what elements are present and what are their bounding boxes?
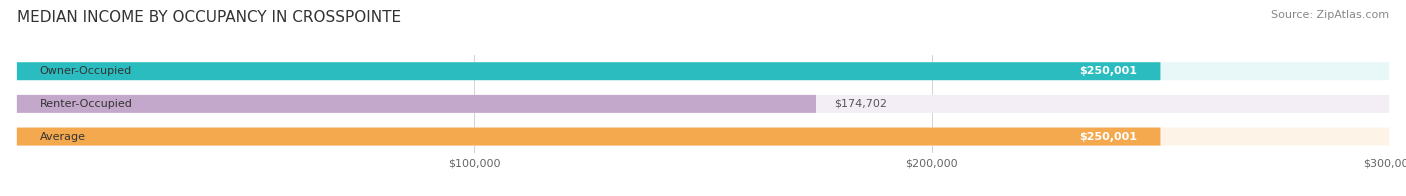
Text: Source: ZipAtlas.com: Source: ZipAtlas.com [1271,10,1389,20]
FancyBboxPatch shape [17,128,1389,145]
FancyBboxPatch shape [17,95,815,113]
Text: Owner-Occupied: Owner-Occupied [39,66,132,76]
Text: $250,001: $250,001 [1080,66,1137,76]
Text: MEDIAN INCOME BY OCCUPANCY IN CROSSPOINTE: MEDIAN INCOME BY OCCUPANCY IN CROSSPOINT… [17,10,401,25]
Text: $250,001: $250,001 [1080,132,1137,142]
FancyBboxPatch shape [17,128,1160,145]
Text: Average: Average [39,132,86,142]
Text: $174,702: $174,702 [834,99,887,109]
FancyBboxPatch shape [17,62,1160,80]
FancyBboxPatch shape [17,95,1389,113]
Text: Renter-Occupied: Renter-Occupied [39,99,132,109]
FancyBboxPatch shape [17,62,1389,80]
